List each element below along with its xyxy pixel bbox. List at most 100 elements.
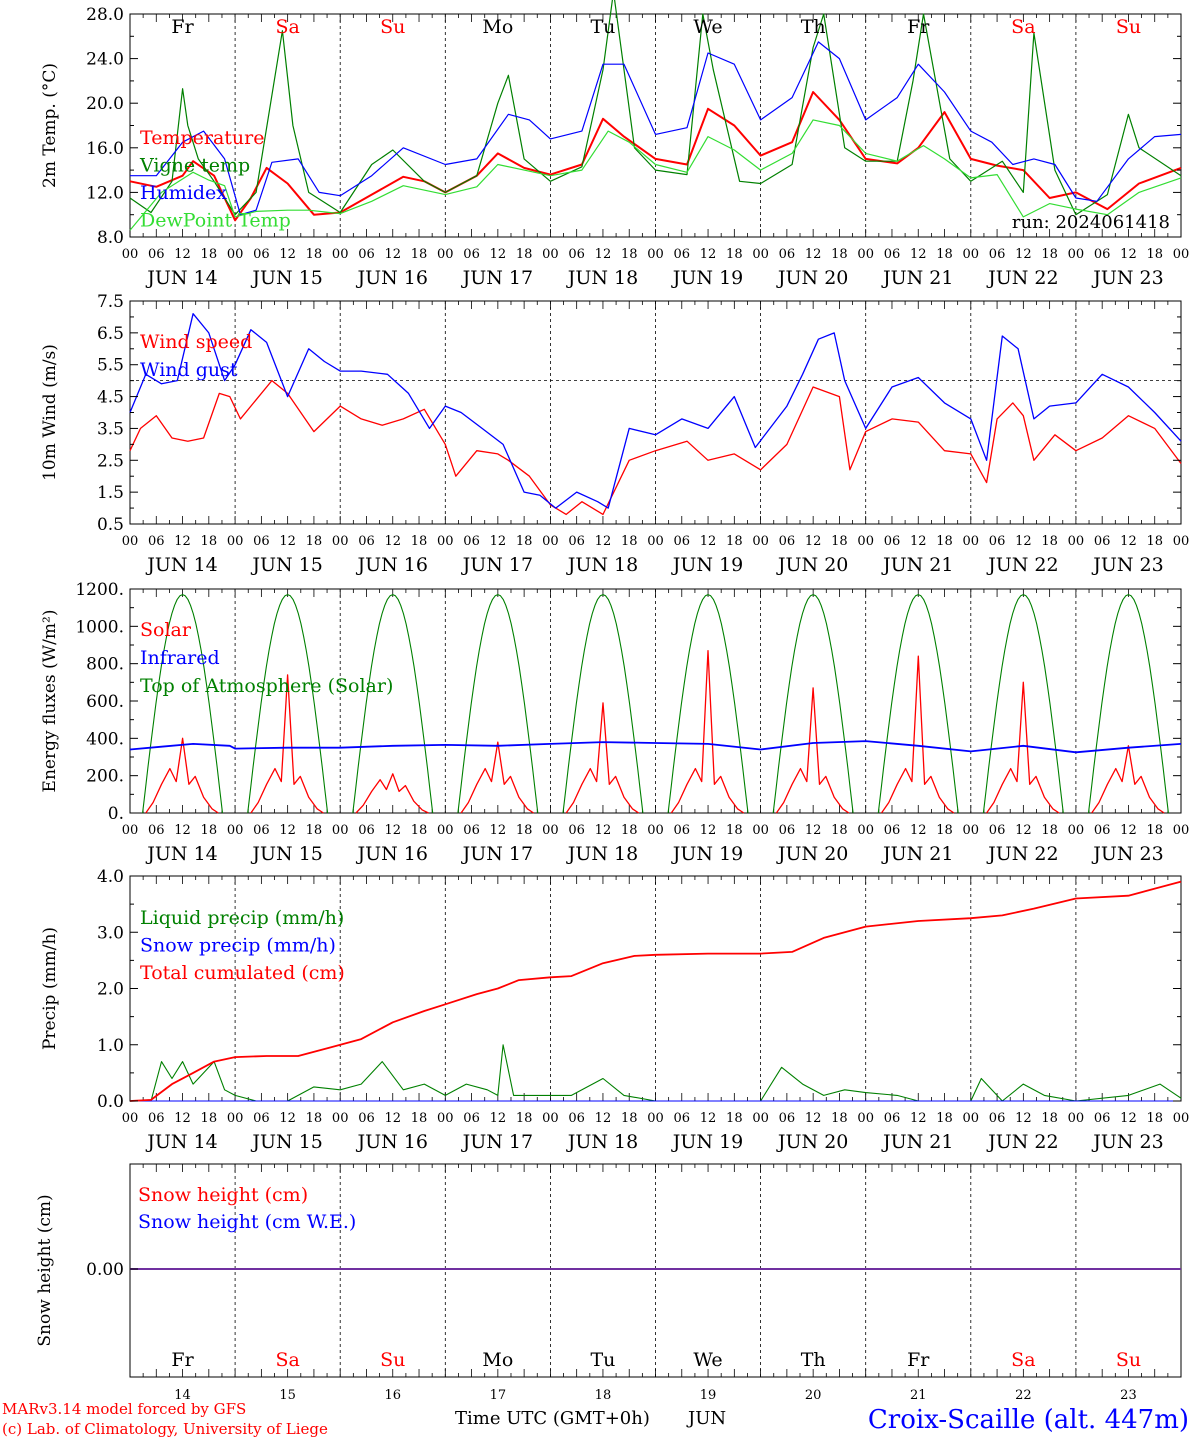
series-solar	[670, 649, 745, 814]
day-number: 17	[490, 1388, 507, 1403]
day-label: JUN 20	[776, 267, 848, 289]
y-axis-label: 2m Temp. (°C)	[40, 63, 60, 188]
y-tick-label: 2.5	[97, 451, 124, 471]
y-tick-label: 3.0	[97, 923, 124, 943]
day-label: JUN 22	[986, 554, 1058, 576]
hour-tick-label: 12	[1120, 1111, 1137, 1126]
hour-tick-label: 06	[358, 823, 375, 838]
y-tick-label: 1200.	[75, 580, 124, 600]
hour-tick-label: 12	[490, 1111, 507, 1126]
legend-entry: Vigne temp	[139, 155, 250, 177]
hour-tick-label: 00	[963, 1111, 980, 1126]
run-label: run: 2024061418	[1012, 212, 1170, 233]
hour-tick-label: 06	[253, 534, 270, 549]
hour-tick-label: 00	[122, 534, 139, 549]
hour-tick-label: 06	[779, 823, 796, 838]
hour-tick-label: 12	[279, 534, 296, 549]
hour-tick-label: 12	[910, 534, 927, 549]
weekday-label: Su	[380, 16, 405, 38]
hour-tick-label: 18	[201, 534, 218, 549]
series-solar	[986, 681, 1060, 814]
day-label: JUN 20	[776, 843, 848, 865]
hour-tick-label: 18	[831, 247, 848, 262]
hour-tick-label: 18	[1146, 1111, 1163, 1126]
day-label: JUN 23	[1091, 267, 1163, 289]
day-number: 16	[384, 1388, 401, 1403]
hour-tick-label: 06	[884, 823, 901, 838]
series-toa-solar	[247, 594, 329, 814]
day-label: JUN 18	[566, 1131, 638, 1153]
hour-tick-label: 18	[621, 823, 638, 838]
panel-5: 0.00 Snow height (cm) Snow height (cm) Snow…	[35, 1163, 1182, 1403]
hour-tick-label: 12	[700, 534, 717, 549]
hour-tick-label: 18	[726, 534, 743, 549]
hour-tick-label: 18	[411, 823, 428, 838]
hour-tick-label: 00	[1173, 1111, 1190, 1126]
series-solar	[145, 737, 219, 814]
hour-tick-label: 06	[148, 823, 165, 838]
hour-tick-label: 06	[674, 534, 691, 549]
hour-tick-label: 00	[227, 247, 244, 262]
hour-tick-label: 06	[568, 1111, 585, 1126]
hour-tick-label: 12	[1015, 823, 1032, 838]
series-infrared	[129, 740, 1182, 754]
hour-tick-label: 06	[463, 247, 480, 262]
hour-tick-label: 18	[936, 823, 953, 838]
hour-tick-label: 00	[437, 823, 454, 838]
series-solar	[565, 702, 640, 814]
series-solar	[250, 674, 324, 814]
hour-tick-label: 12	[805, 534, 822, 549]
hour-tick-label: 00	[437, 1111, 454, 1126]
hour-tick-label: 00	[122, 823, 139, 838]
hour-tick-label: 12	[384, 534, 401, 549]
day-label: JUN 16	[356, 1131, 428, 1153]
hour-tick-label: 00	[752, 247, 769, 262]
hour-tick-label: 18	[726, 247, 743, 262]
day-number: 21	[910, 1388, 927, 1403]
weekday-label: Th	[801, 16, 826, 38]
day-label: JUN 22	[986, 843, 1058, 865]
y-tick-label: 4.5	[97, 388, 124, 408]
hour-tick-label: 18	[621, 534, 638, 549]
panel-frame	[129, 13, 1182, 238]
y-tick-label: 7.5	[97, 292, 124, 312]
hour-tick-label: 00	[647, 823, 664, 838]
day-number: 15	[279, 1388, 296, 1403]
series-solar	[1091, 745, 1165, 814]
legend-entry: Total cumulated (cm)	[140, 962, 345, 984]
series-toa-solar	[982, 594, 1064, 814]
y-tick-label: 4.0	[97, 867, 124, 887]
y-tick-label: 1.5	[97, 483, 124, 503]
day-label: JUN 15	[250, 1131, 322, 1153]
hour-tick-label: 18	[936, 247, 953, 262]
legend-entry: Solar	[140, 619, 192, 641]
day-label: JUN 17	[461, 554, 533, 576]
legend-entry: Wind speed	[140, 331, 252, 353]
hour-tick-label: 06	[1094, 1111, 1111, 1126]
hour-tick-label: 00	[437, 534, 454, 549]
day-label: JUN 15	[250, 267, 322, 289]
hour-tick-label: 12	[384, 1111, 401, 1126]
panel-1: 8.0 12.0 16.0 20.0 24.0 28.0 2m Temp. (°C) 00 06…	[40, 0, 1189, 289]
hour-tick-label: 06	[568, 247, 585, 262]
hour-tick-label: 00	[332, 247, 349, 262]
day-label: JUN 18	[566, 554, 638, 576]
hour-tick-label: 00	[1068, 823, 1085, 838]
y-tick-label: 24.0	[86, 50, 124, 70]
hour-tick-label: 06	[463, 1111, 480, 1126]
hour-tick-label: 00	[542, 534, 559, 549]
hour-tick-label: 00	[1068, 1111, 1085, 1126]
y-tick-label: 8.0	[97, 228, 124, 248]
series-solar	[460, 741, 534, 814]
hour-tick-label: 18	[516, 247, 533, 262]
series-total-precip	[129, 880, 1182, 1102]
day-label: JUN 19	[671, 267, 743, 289]
panel-3: 0. 200. 400. 600. 800. 1000. 1200. Energy fluxe…	[40, 580, 1189, 865]
hour-tick-label: 06	[674, 823, 691, 838]
hour-tick-label: 00	[857, 823, 874, 838]
hour-tick-label: 00	[963, 823, 980, 838]
y-tick-label: 0.00	[86, 1260, 124, 1280]
hour-tick-label: 06	[989, 823, 1006, 838]
hour-tick-label: 18	[1146, 247, 1163, 262]
